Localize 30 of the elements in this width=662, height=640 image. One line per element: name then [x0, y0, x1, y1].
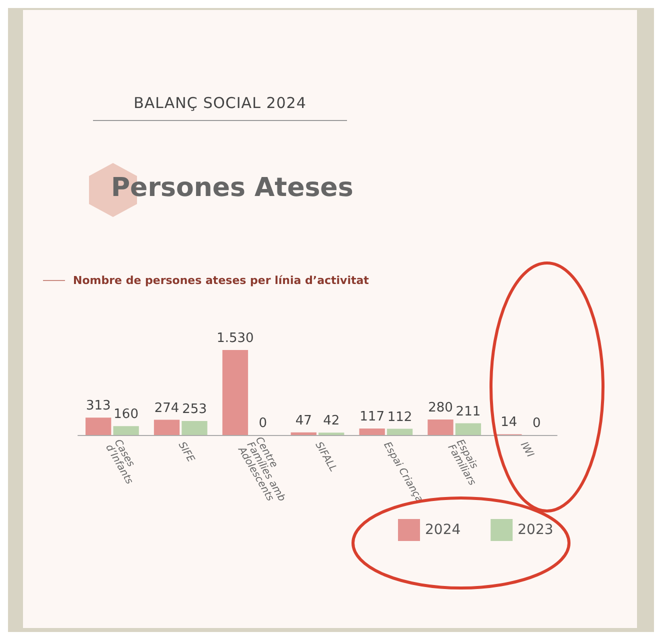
legend-label: 2024 — [425, 522, 461, 538]
data-label: 211 — [456, 404, 481, 420]
legend-label: 2023 — [518, 522, 554, 538]
data-label: 0 — [258, 416, 268, 431]
data-label: 313 — [86, 398, 111, 414]
bar — [290, 432, 316, 435]
data-label: 14 — [500, 415, 518, 430]
x-tick-label: IWI — [518, 440, 536, 460]
data-label: 280 — [428, 400, 453, 416]
data-label: 112 — [387, 410, 412, 425]
data-label: 42 — [323, 414, 340, 429]
data-label: 117 — [360, 410, 384, 424]
data-label: 0 — [532, 416, 541, 431]
bar — [113, 426, 139, 435]
bar — [386, 428, 413, 435]
bar — [154, 420, 180, 435]
bar — [428, 419, 454, 435]
bar — [455, 423, 482, 435]
chart-subtitle: Persones Ateses — [111, 173, 354, 203]
data-label: 253 — [182, 402, 207, 417]
data-label: 1.530 — [216, 331, 254, 346]
bar — [86, 418, 112, 435]
data-label: 47 — [295, 413, 312, 428]
bar — [222, 350, 248, 435]
text: Nombre de persones ateses per línia d’activitat — [72, 274, 369, 287]
bar — [359, 428, 385, 435]
bar — [182, 420, 208, 435]
data-label: 274 — [154, 400, 180, 416]
data-label: 160 — [114, 407, 138, 422]
chart-title: BALANÇ SOCIAL 2024 — [93, 94, 347, 121]
